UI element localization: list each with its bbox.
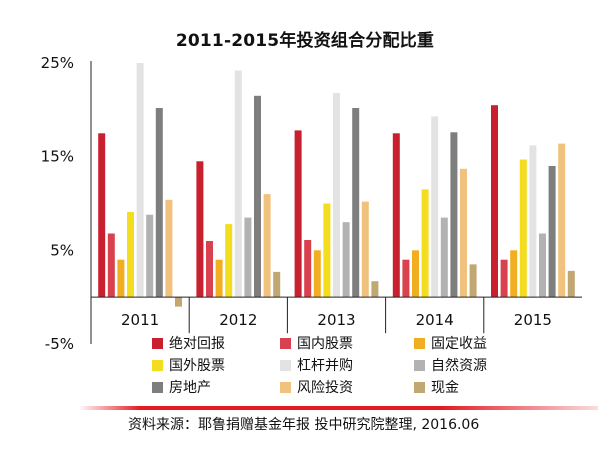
bar-2011-7	[165, 199, 173, 298]
legend-item: 国内股票	[280, 333, 353, 353]
legend-item: 杠杆并购	[280, 355, 353, 375]
bar-2013-8	[371, 281, 379, 298]
bar-2014-0	[392, 133, 400, 298]
bar-2011-2	[117, 259, 125, 298]
bar-2013-2	[313, 250, 321, 298]
bar-2014-1	[402, 259, 410, 298]
legend-label: 现金	[431, 380, 459, 396]
bars-group	[98, 63, 575, 307]
legend-swatch	[152, 337, 163, 349]
source-note: 资料来源：耶鲁捐赠基金年报 投中研究院整理, 2016.06	[128, 417, 480, 433]
bar-2015-8	[567, 270, 575, 298]
legend-swatch	[414, 381, 425, 393]
legend-swatch	[280, 359, 291, 371]
bar-2013-6	[352, 108, 360, 298]
legend-label: 自然资源	[431, 358, 487, 374]
legend-label: 绝对回报	[169, 336, 225, 352]
legend-label: 国外股票	[169, 358, 225, 374]
bar-2015-7	[558, 143, 566, 298]
bar-2012-8	[273, 271, 281, 298]
legend-label: 房地产	[169, 380, 211, 396]
bar-2014-4	[431, 116, 439, 298]
bar-2012-7	[263, 194, 271, 298]
bar-2014-7	[460, 168, 467, 298]
bar-2015-6	[548, 166, 556, 298]
legend-item: 风险投资	[280, 377, 353, 397]
legend-item: 固定收益	[414, 333, 487, 353]
bar-2012-1	[206, 241, 213, 298]
bar-2014-3	[421, 189, 429, 298]
x-tick-label: 2015	[514, 311, 552, 329]
bar-2011-5	[146, 214, 154, 298]
y-tick-label: 5%	[50, 241, 74, 259]
legend-item: 现金	[414, 377, 459, 397]
y-tick-label: -5%	[45, 335, 74, 353]
bar-2012-0	[196, 161, 204, 298]
axes-group	[90, 61, 582, 344]
bar-2012-3	[225, 224, 233, 298]
bar-2011-4	[136, 63, 144, 298]
x-tick-label: 2012	[219, 311, 257, 329]
bar-2013-5	[342, 222, 350, 298]
chart-title: 2011-2015年投资组合分配比重	[175, 31, 435, 51]
x-tick-label: 2011	[121, 311, 159, 329]
legend-swatch	[280, 337, 291, 349]
legend-item: 绝对回报	[152, 333, 225, 353]
legend-item: 房地产	[152, 377, 211, 397]
bar-2013-4	[333, 93, 340, 298]
bar-2015-5	[539, 233, 546, 298]
legend-item: 国外股票	[152, 355, 225, 375]
x-tick-labels: 2011 2012 2013 2014 2015	[121, 311, 552, 329]
x-tick-label: 2013	[317, 311, 355, 329]
legend-swatch	[152, 359, 163, 371]
bar-2015-1	[500, 259, 508, 298]
bar-2015-0	[491, 105, 498, 298]
bar-2014-5	[440, 217, 448, 298]
bar-2013-7	[361, 201, 369, 298]
bar-2011-1	[107, 233, 115, 298]
legend-swatch	[280, 381, 291, 393]
bar-2011-0	[98, 133, 106, 298]
bar-2015-4	[529, 145, 537, 298]
bar-2011-8	[175, 297, 182, 307]
legend-label: 风险投资	[297, 380, 353, 396]
bar-2014-8	[469, 264, 477, 298]
x-tick-label: 2014	[416, 311, 454, 329]
bar-2011-3	[127, 211, 134, 298]
bar-2013-0	[294, 130, 302, 298]
source-divider-line	[78, 406, 598, 410]
bar-2011-6	[155, 108, 163, 298]
legend-swatch	[152, 381, 163, 393]
y-tick-labels: 25% 15% 5% -5%	[41, 54, 74, 353]
bar-2013-1	[304, 240, 312, 298]
y-tick-label: 25%	[41, 54, 74, 72]
legend-swatch	[414, 337, 425, 349]
legend-label: 国内股票	[297, 336, 353, 352]
legend-label: 杠杆并购	[297, 358, 353, 374]
legend-item: 自然资源	[414, 355, 487, 375]
bar-2013-3	[323, 203, 331, 298]
bar-2015-3	[519, 159, 527, 298]
bar-2014-2	[412, 250, 419, 298]
bar-2012-4	[234, 70, 242, 298]
legend-label: 固定收益	[431, 336, 487, 352]
y-tick-label: 15%	[41, 148, 74, 166]
bar-2012-5	[244, 217, 252, 298]
bar-2015-2	[510, 250, 518, 298]
bar-2012-2	[215, 259, 223, 298]
legend-swatch	[414, 359, 425, 371]
bar-2012-6	[254, 95, 261, 298]
bar-2014-6	[450, 132, 458, 298]
